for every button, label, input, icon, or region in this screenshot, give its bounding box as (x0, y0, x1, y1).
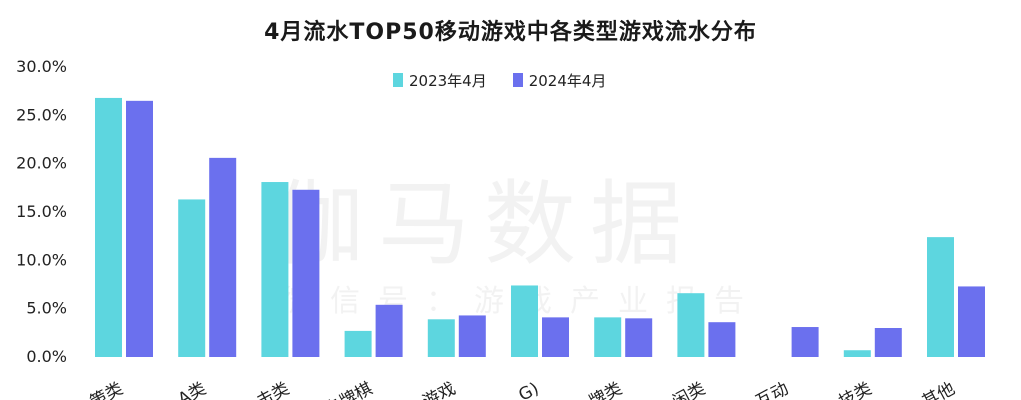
y-tick-label: 25.0% (16, 105, 67, 124)
y-tick-label: 30.0% (16, 57, 67, 76)
bar (375, 304, 403, 357)
y-tick-label: 15.0% (16, 202, 67, 221)
legend-swatch-2023 (393, 73, 403, 87)
bar (708, 322, 736, 357)
y-tick-label: 5.0% (26, 299, 67, 318)
y-tick-label: 10.0% (16, 250, 67, 269)
bar (677, 293, 705, 357)
bar (95, 97, 122, 357)
bar (791, 327, 819, 357)
bar (594, 317, 622, 357)
bar (458, 315, 486, 357)
legend-item-2023: 2023年4月 (393, 70, 487, 91)
bar (344, 330, 372, 357)
y-tick-label: 0.0% (26, 347, 67, 366)
legend-swatch-2024 (512, 73, 523, 87)
legend-label-2024: 2024年4月 (528, 71, 607, 90)
x-tick-label: A类 (175, 379, 210, 400)
bar (927, 237, 954, 357)
bar (843, 350, 871, 357)
bar (874, 328, 902, 357)
legend-label-2023: 2023年4月 (409, 71, 487, 90)
bar (958, 286, 985, 357)
x-tick-label: 策类 (87, 379, 126, 400)
x-tick-label: 技类 (836, 379, 875, 400)
y-tick-label: 20.0% (16, 154, 67, 173)
x-tick-label: G) (515, 379, 542, 400)
x-tick-label: 互动 (753, 379, 792, 400)
bar (625, 318, 653, 357)
x-tick-label: 卡牌棋 (322, 379, 376, 400)
bar (292, 189, 320, 357)
bar (427, 319, 455, 357)
x-tick-label: 游戏 (420, 379, 459, 400)
bar (511, 285, 538, 357)
x-tick-label: 牌类 (586, 379, 625, 400)
chart-title: 4月流水TOP50移动游戏中各类型游戏流水分布 (264, 20, 757, 45)
bar (542, 317, 569, 357)
legend-item-2024: 2024年4月 (512, 70, 607, 91)
x-tick-label: 击类 (253, 379, 292, 400)
x-tick-label: 其他 (919, 379, 958, 400)
bar (209, 157, 237, 357)
x-tick-label: 闲类 (669, 379, 708, 400)
bar (178, 199, 206, 357)
chart-legend: 2023年4月 2024年4月 (393, 70, 632, 90)
bar (261, 182, 289, 357)
bar (126, 100, 153, 357)
